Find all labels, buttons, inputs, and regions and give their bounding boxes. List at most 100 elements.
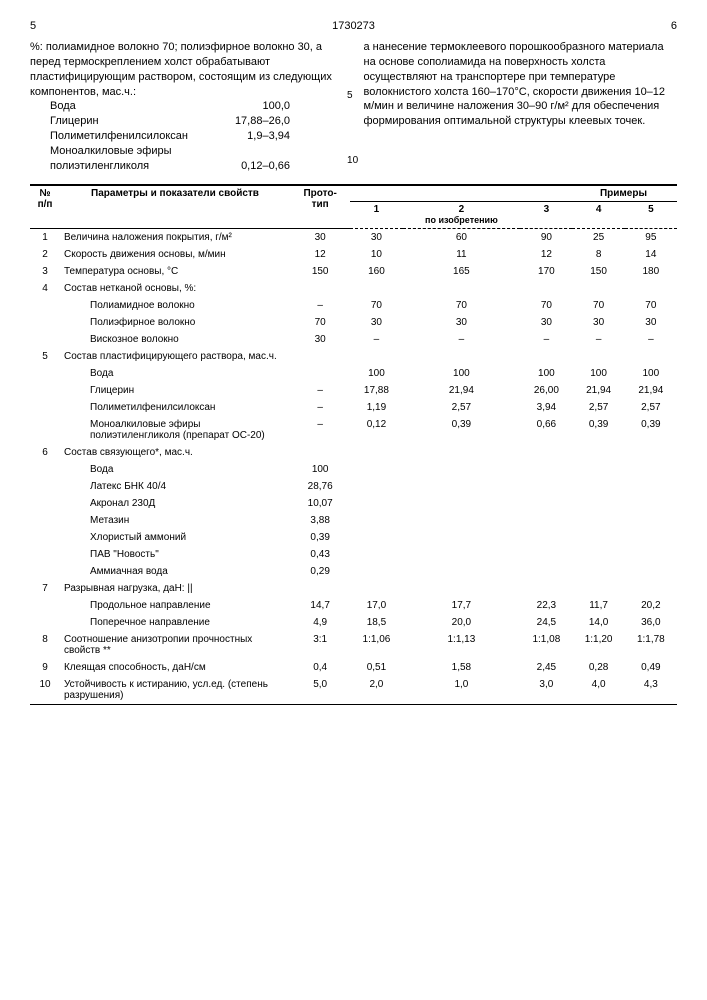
cell-value — [572, 529, 624, 546]
cell-value — [350, 546, 402, 563]
cell-value: 100 — [403, 365, 521, 382]
cell-value: 14,0 — [572, 614, 624, 631]
cell-param: Температура основы, °С — [60, 263, 290, 280]
cell-value: 0,51 — [350, 659, 402, 676]
cell-value: – — [290, 416, 350, 444]
line-marker-5: 5 — [347, 90, 353, 101]
cell-value: 30 — [350, 314, 402, 331]
cell-idx: 2 — [30, 246, 60, 263]
cell-value — [520, 495, 572, 512]
cell-value: – — [290, 297, 350, 314]
cell-idx — [30, 546, 60, 563]
cell-value: 5,0 — [290, 676, 350, 704]
cell-idx: 3 — [30, 263, 60, 280]
cell-value — [350, 444, 402, 461]
cell-value: 17,7 — [403, 597, 521, 614]
cell-value — [350, 580, 402, 597]
table-row: Моноалкиловые эфиры полиэтиленгликоля (п… — [30, 416, 677, 444]
table-row: 2Скорость движения основы, м/мин12101112… — [30, 246, 677, 263]
cell-value: 1:1,78 — [625, 631, 677, 659]
cell-idx — [30, 597, 60, 614]
table-row: 7Разрывная нагрузка, даН: || — [30, 580, 677, 597]
cell-value: 18,5 — [350, 614, 402, 631]
cell-idx — [30, 399, 60, 416]
cell-value: 4,9 — [290, 614, 350, 631]
table-row: Вискозное волокно30––––– — [30, 331, 677, 348]
component-name: полиэтиленгликоля — [50, 159, 149, 174]
cell-value: 60 — [403, 228, 521, 246]
cell-value: 20,0 — [403, 614, 521, 631]
cell-idx — [30, 614, 60, 631]
table-row: 5Состав пластифицирующего раствора, мас.… — [30, 348, 677, 365]
cell-idx: 10 — [30, 676, 60, 704]
component-name: Вода — [50, 99, 76, 114]
table-row: Полиэфирное волокно703030303030 — [30, 314, 677, 331]
cell-value — [572, 512, 624, 529]
cell-value: 2,0 — [350, 676, 402, 704]
cell-value — [350, 512, 402, 529]
cell-value — [403, 529, 521, 546]
table-row: Продольное направление14,717,017,722,311… — [30, 597, 677, 614]
cell-value: 70 — [520, 297, 572, 314]
cell-value: 30 — [572, 314, 624, 331]
cell-value: 28,76 — [290, 478, 350, 495]
cell-value: 2,45 — [520, 659, 572, 676]
cell-value: 100 — [520, 365, 572, 382]
table-row: Глицерин–17,8821,9426,0021,9421,94 — [30, 382, 677, 399]
cell-value: – — [290, 399, 350, 416]
cell-value: 10 — [350, 246, 402, 263]
cell-value — [403, 280, 521, 297]
cell-value: – — [350, 331, 402, 348]
cell-value: 170 — [520, 263, 572, 280]
component-row: полиэтиленгликоля0,12–0,66 — [50, 159, 290, 174]
cell-param: Скорость движения основы, м/мин — [60, 246, 290, 263]
cell-idx — [30, 331, 60, 348]
th-param: Параметры и показатели свойств — [60, 185, 290, 229]
cell-value — [520, 444, 572, 461]
cell-param: Моноалкиловые эфиры полиэтиленгликоля (п… — [60, 416, 290, 444]
cell-value — [520, 529, 572, 546]
cell-value: 12 — [520, 246, 572, 263]
table-row: Полиамидное волокно–7070707070 — [30, 297, 677, 314]
cell-value: 21,94 — [403, 382, 521, 399]
cell-param: Продольное направление — [60, 597, 290, 614]
component-value: 100,0 — [262, 99, 290, 114]
cell-value — [520, 512, 572, 529]
component-row: Глицерин17,88–26,0 — [50, 114, 290, 129]
cell-value — [290, 580, 350, 597]
cell-value: 21,94 — [572, 382, 624, 399]
cell-value: 180 — [625, 263, 677, 280]
cell-value — [572, 478, 624, 495]
cell-value: 0,39 — [572, 416, 624, 444]
cell-value — [572, 348, 624, 365]
cell-param: Латекс БНК 40/4 — [60, 478, 290, 495]
cell-value: 150 — [290, 263, 350, 280]
cell-value — [290, 444, 350, 461]
doc-number: 1730273 — [332, 20, 375, 32]
cell-value: 11 — [403, 246, 521, 263]
cell-value: 1:1,13 — [403, 631, 521, 659]
cell-param: Вода — [60, 365, 290, 382]
cell-idx — [30, 478, 60, 495]
th-proto: Прото- тип — [290, 185, 350, 229]
th-col-1: 1 — [350, 201, 402, 228]
cell-value — [625, 348, 677, 365]
cell-value: 70 — [403, 297, 521, 314]
cell-idx — [30, 495, 60, 512]
cell-value: 90 — [520, 228, 572, 246]
cell-value: 30 — [520, 314, 572, 331]
cell-value — [290, 348, 350, 365]
cell-value — [625, 529, 677, 546]
cell-idx: 8 — [30, 631, 60, 659]
cell-param: Устойчивость к истиранию, усл.ед. (степе… — [60, 676, 290, 704]
cell-param: Состав нетканой основы, %: — [60, 280, 290, 297]
cell-value: 11,7 — [572, 597, 624, 614]
component-row: Полиметилфенилсилоксан1,9–3,94 — [50, 129, 290, 144]
cell-value — [350, 563, 402, 580]
cell-value: 36,0 — [625, 614, 677, 631]
cell-idx — [30, 529, 60, 546]
cell-value: – — [290, 382, 350, 399]
left-column: %: полиамидное волокно 70; полиэфирное в… — [30, 40, 344, 174]
cell-value: 1:1,08 — [520, 631, 572, 659]
cell-idx: 4 — [30, 280, 60, 297]
